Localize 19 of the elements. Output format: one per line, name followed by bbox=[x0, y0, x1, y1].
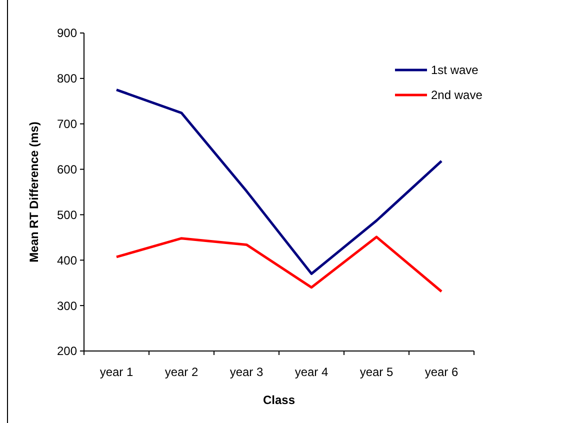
legend-label: 1st wave bbox=[431, 63, 479, 78]
y-tick-label: 200 bbox=[56, 344, 78, 358]
x-tick-label: year 2 bbox=[164, 365, 198, 379]
x-tick-label: year 5 bbox=[360, 365, 394, 379]
y-tick-label: 900 bbox=[56, 26, 78, 40]
x-axis-title: Class bbox=[262, 393, 296, 407]
y-tick-label: 700 bbox=[56, 117, 78, 132]
x-tick-label: year 1 bbox=[100, 365, 134, 379]
y-tick-label: 400 bbox=[56, 253, 78, 268]
line-series bbox=[115, 236, 443, 293]
y-tick-label: 300 bbox=[56, 298, 78, 313]
y-tick-label: 500 bbox=[56, 208, 78, 222]
x-tick-label: year 6 bbox=[424, 365, 458, 379]
legend-label: 2nd wave bbox=[431, 88, 483, 102]
y-tick-label: 800 bbox=[56, 72, 78, 86]
y-axis-title: Mean RT Difference (ms) bbox=[27, 122, 41, 262]
x-tick-label: year 4 bbox=[294, 365, 328, 379]
x-tick-label: year 3 bbox=[230, 365, 264, 379]
y-tick-label: 600 bbox=[56, 162, 78, 176]
